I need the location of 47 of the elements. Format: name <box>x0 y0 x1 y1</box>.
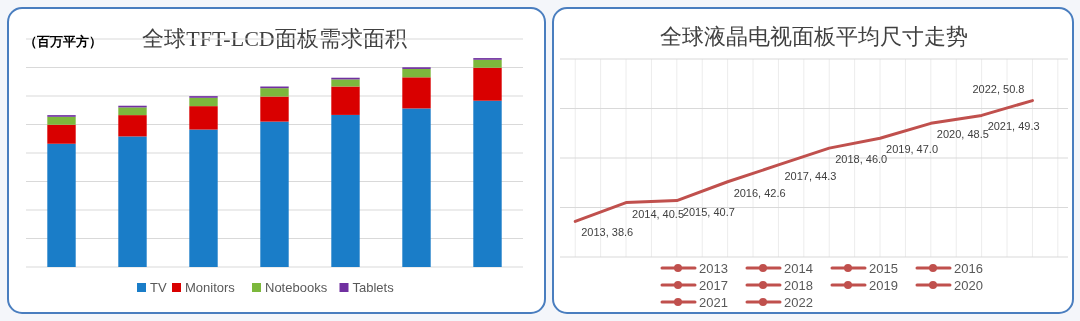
bar <box>260 96 289 122</box>
bar <box>189 129 218 267</box>
bar <box>402 77 431 109</box>
text: 2016 <box>954 261 983 276</box>
chart-title: 全球TFT-LCD面板需求面积 <box>142 26 407 51</box>
text: 2020 <box>954 278 983 293</box>
bar <box>331 79 360 87</box>
data-label: 2013, 38.6 <box>581 226 634 239</box>
data-label: 2021, 49.3 <box>987 120 1040 133</box>
bar <box>47 116 76 125</box>
bar <box>331 114 360 267</box>
bar <box>331 86 360 115</box>
bar <box>473 100 502 267</box>
legend-label: TV <box>150 280 167 295</box>
bar <box>473 67 502 101</box>
bar <box>402 108 431 267</box>
bar <box>47 124 76 144</box>
text: 2018 <box>784 278 813 293</box>
bar <box>402 68 431 78</box>
text: 2013 <box>699 261 728 276</box>
data-label: 2015, 40.7 <box>682 205 735 218</box>
data-label: 2020, 48.5 <box>936 128 989 141</box>
bar <box>118 136 147 267</box>
text: 2019 <box>869 278 898 293</box>
bar <box>260 121 289 267</box>
text: 2021 <box>699 295 728 310</box>
bar <box>260 88 289 97</box>
bar <box>118 107 147 116</box>
data-label: 2017, 44.3 <box>784 169 837 182</box>
text: 2022 <box>784 295 813 310</box>
bar <box>473 59 502 68</box>
bar <box>189 97 218 107</box>
data-label: 2022, 50.8 <box>972 82 1025 95</box>
legend-label: Tablets <box>352 280 395 295</box>
data-label: 2016, 42.6 <box>733 186 786 199</box>
y-axis-title: （百万平方） <box>24 34 102 49</box>
text: 2014 <box>784 261 813 276</box>
chart-title: 全球液晶电视面板平均尺寸走势 <box>660 24 968 49</box>
bar <box>47 143 76 267</box>
text: 2017 <box>699 278 728 293</box>
bar <box>118 115 147 137</box>
text: 2015 <box>869 261 898 276</box>
data-label: 2019, 47.0 <box>886 143 939 156</box>
legend-label: Monitors <box>185 280 236 295</box>
bar <box>189 106 218 130</box>
legend-label: Notebooks <box>265 280 328 295</box>
data-label: 2018, 46.0 <box>835 153 888 166</box>
